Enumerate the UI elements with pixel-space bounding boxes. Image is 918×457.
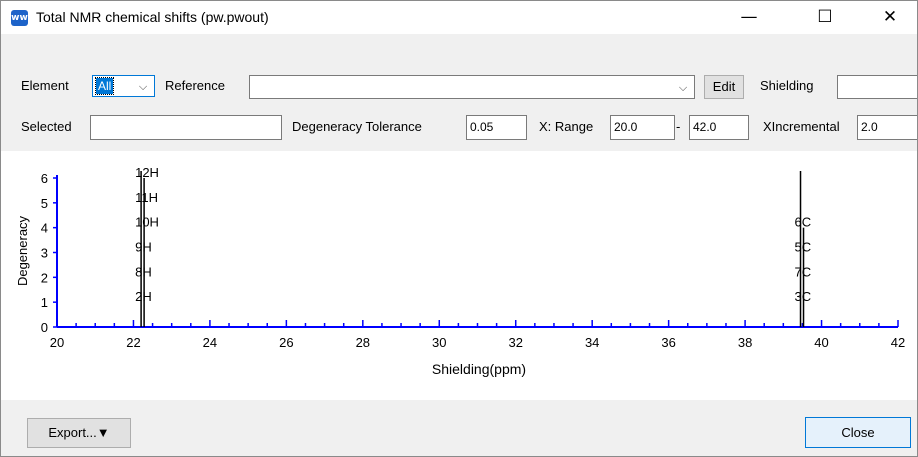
peak-label: 11H bbox=[135, 190, 158, 205]
x-axis-label: Shielding(ppm) bbox=[432, 361, 526, 377]
degeneracy-tolerance-label: Degeneracy Tolerance bbox=[292, 119, 422, 134]
y-tick-label: 5 bbox=[41, 196, 48, 211]
y-tick-label: 4 bbox=[41, 221, 48, 236]
y-axis-label: Degeneracy bbox=[15, 215, 30, 286]
element-select-value: All bbox=[94, 77, 115, 95]
x-tick-label: 34 bbox=[585, 335, 599, 350]
element-label: Element bbox=[21, 78, 69, 93]
selected-label: Selected bbox=[21, 119, 72, 134]
y-tick-label: 2 bbox=[41, 270, 48, 285]
spectrum-plot[interactable]: 20 22 24 26 28 30 32 34 36 38 40 42 0 1 2 3 4 5 6 2H 8H 9H 10… bbox=[1, 151, 917, 400]
chevron-down-icon: ⌵ bbox=[678, 81, 688, 94]
x-tick-label: 24 bbox=[203, 335, 217, 350]
x-tick-label: 30 bbox=[432, 335, 446, 350]
edit-button[interactable]: Edit bbox=[704, 75, 744, 99]
window-title: Total NMR chemical shifts (pw.pwout) bbox=[36, 9, 269, 25]
toolbar-row-1: Element All ⌵ Reference ⌵ Edit Shielding bbox=[1, 71, 917, 103]
x-tick-label: 42 bbox=[891, 335, 905, 350]
x-range-min-input[interactable]: 20.0 bbox=[610, 115, 675, 140]
y-tick-label: 3 bbox=[41, 246, 48, 261]
x-tick-label: 20 bbox=[50, 335, 64, 350]
app-icon: ww bbox=[11, 10, 28, 26]
peak-label: 8H bbox=[135, 264, 152, 279]
degeneracy-tolerance-input[interactable]: 0.05 bbox=[466, 115, 527, 140]
chart-peaks: 2H 8H 9H 10H 11H 12H 3C 7C 5C 6C bbox=[135, 165, 811, 327]
shielding-label: Shielding bbox=[760, 78, 814, 93]
peak-label: 2H bbox=[135, 289, 152, 304]
peak-label: 7C bbox=[795, 264, 812, 279]
footer-bar: Export...▼ Close bbox=[1, 400, 917, 456]
close-window-button[interactable]: ✕ bbox=[882, 7, 898, 27]
x-tick-label: 36 bbox=[661, 335, 675, 350]
x-tick-label: 40 bbox=[814, 335, 828, 350]
reference-label: Reference bbox=[165, 78, 225, 93]
title-bar[interactable]: ww Total NMR chemical shifts (pw.pwout) … bbox=[1, 1, 917, 34]
y-tick-label: 1 bbox=[41, 295, 48, 310]
x-range-dash: - bbox=[676, 119, 681, 134]
y-tick-label: 0 bbox=[41, 320, 48, 335]
peak-label: 5C bbox=[795, 240, 812, 255]
minimize-button[interactable]: — bbox=[740, 7, 758, 27]
chevron-down-icon: ⌵ bbox=[138, 80, 148, 93]
x-incremental-input[interactable]: 2.0 bbox=[857, 115, 917, 140]
y-tick-label: 6 bbox=[41, 171, 48, 186]
x-tick-label: 26 bbox=[279, 335, 293, 350]
peak-label: 12H bbox=[135, 165, 159, 180]
selected-input[interactable] bbox=[90, 115, 282, 140]
x-incremental-label: XIncremental bbox=[763, 119, 840, 134]
peak-label: 10H bbox=[135, 215, 159, 230]
shielding-input[interactable] bbox=[837, 75, 917, 99]
reference-combobox[interactable]: ⌵ bbox=[249, 75, 695, 99]
x-range-max-input[interactable]: 42.0 bbox=[689, 115, 749, 140]
toolbar-row-2: Selected Degeneracy Tolerance 0.05 X: Ra… bbox=[1, 113, 917, 145]
peak-label: 3C bbox=[795, 289, 812, 304]
x-range-label: X: Range bbox=[539, 119, 594, 134]
element-select[interactable]: All ⌵ bbox=[92, 75, 155, 97]
maximize-button[interactable]: ☐ bbox=[817, 7, 833, 27]
peak-label: 6C bbox=[795, 215, 812, 230]
x-tick-label: 28 bbox=[356, 335, 370, 350]
peak-label: 9H bbox=[135, 240, 152, 255]
close-button[interactable]: Close bbox=[805, 417, 911, 448]
x-tick-label: 32 bbox=[508, 335, 522, 350]
x-tick-label: 38 bbox=[738, 335, 752, 350]
export-button[interactable]: Export...▼ bbox=[27, 418, 131, 448]
x-tick-label: 22 bbox=[126, 335, 140, 350]
